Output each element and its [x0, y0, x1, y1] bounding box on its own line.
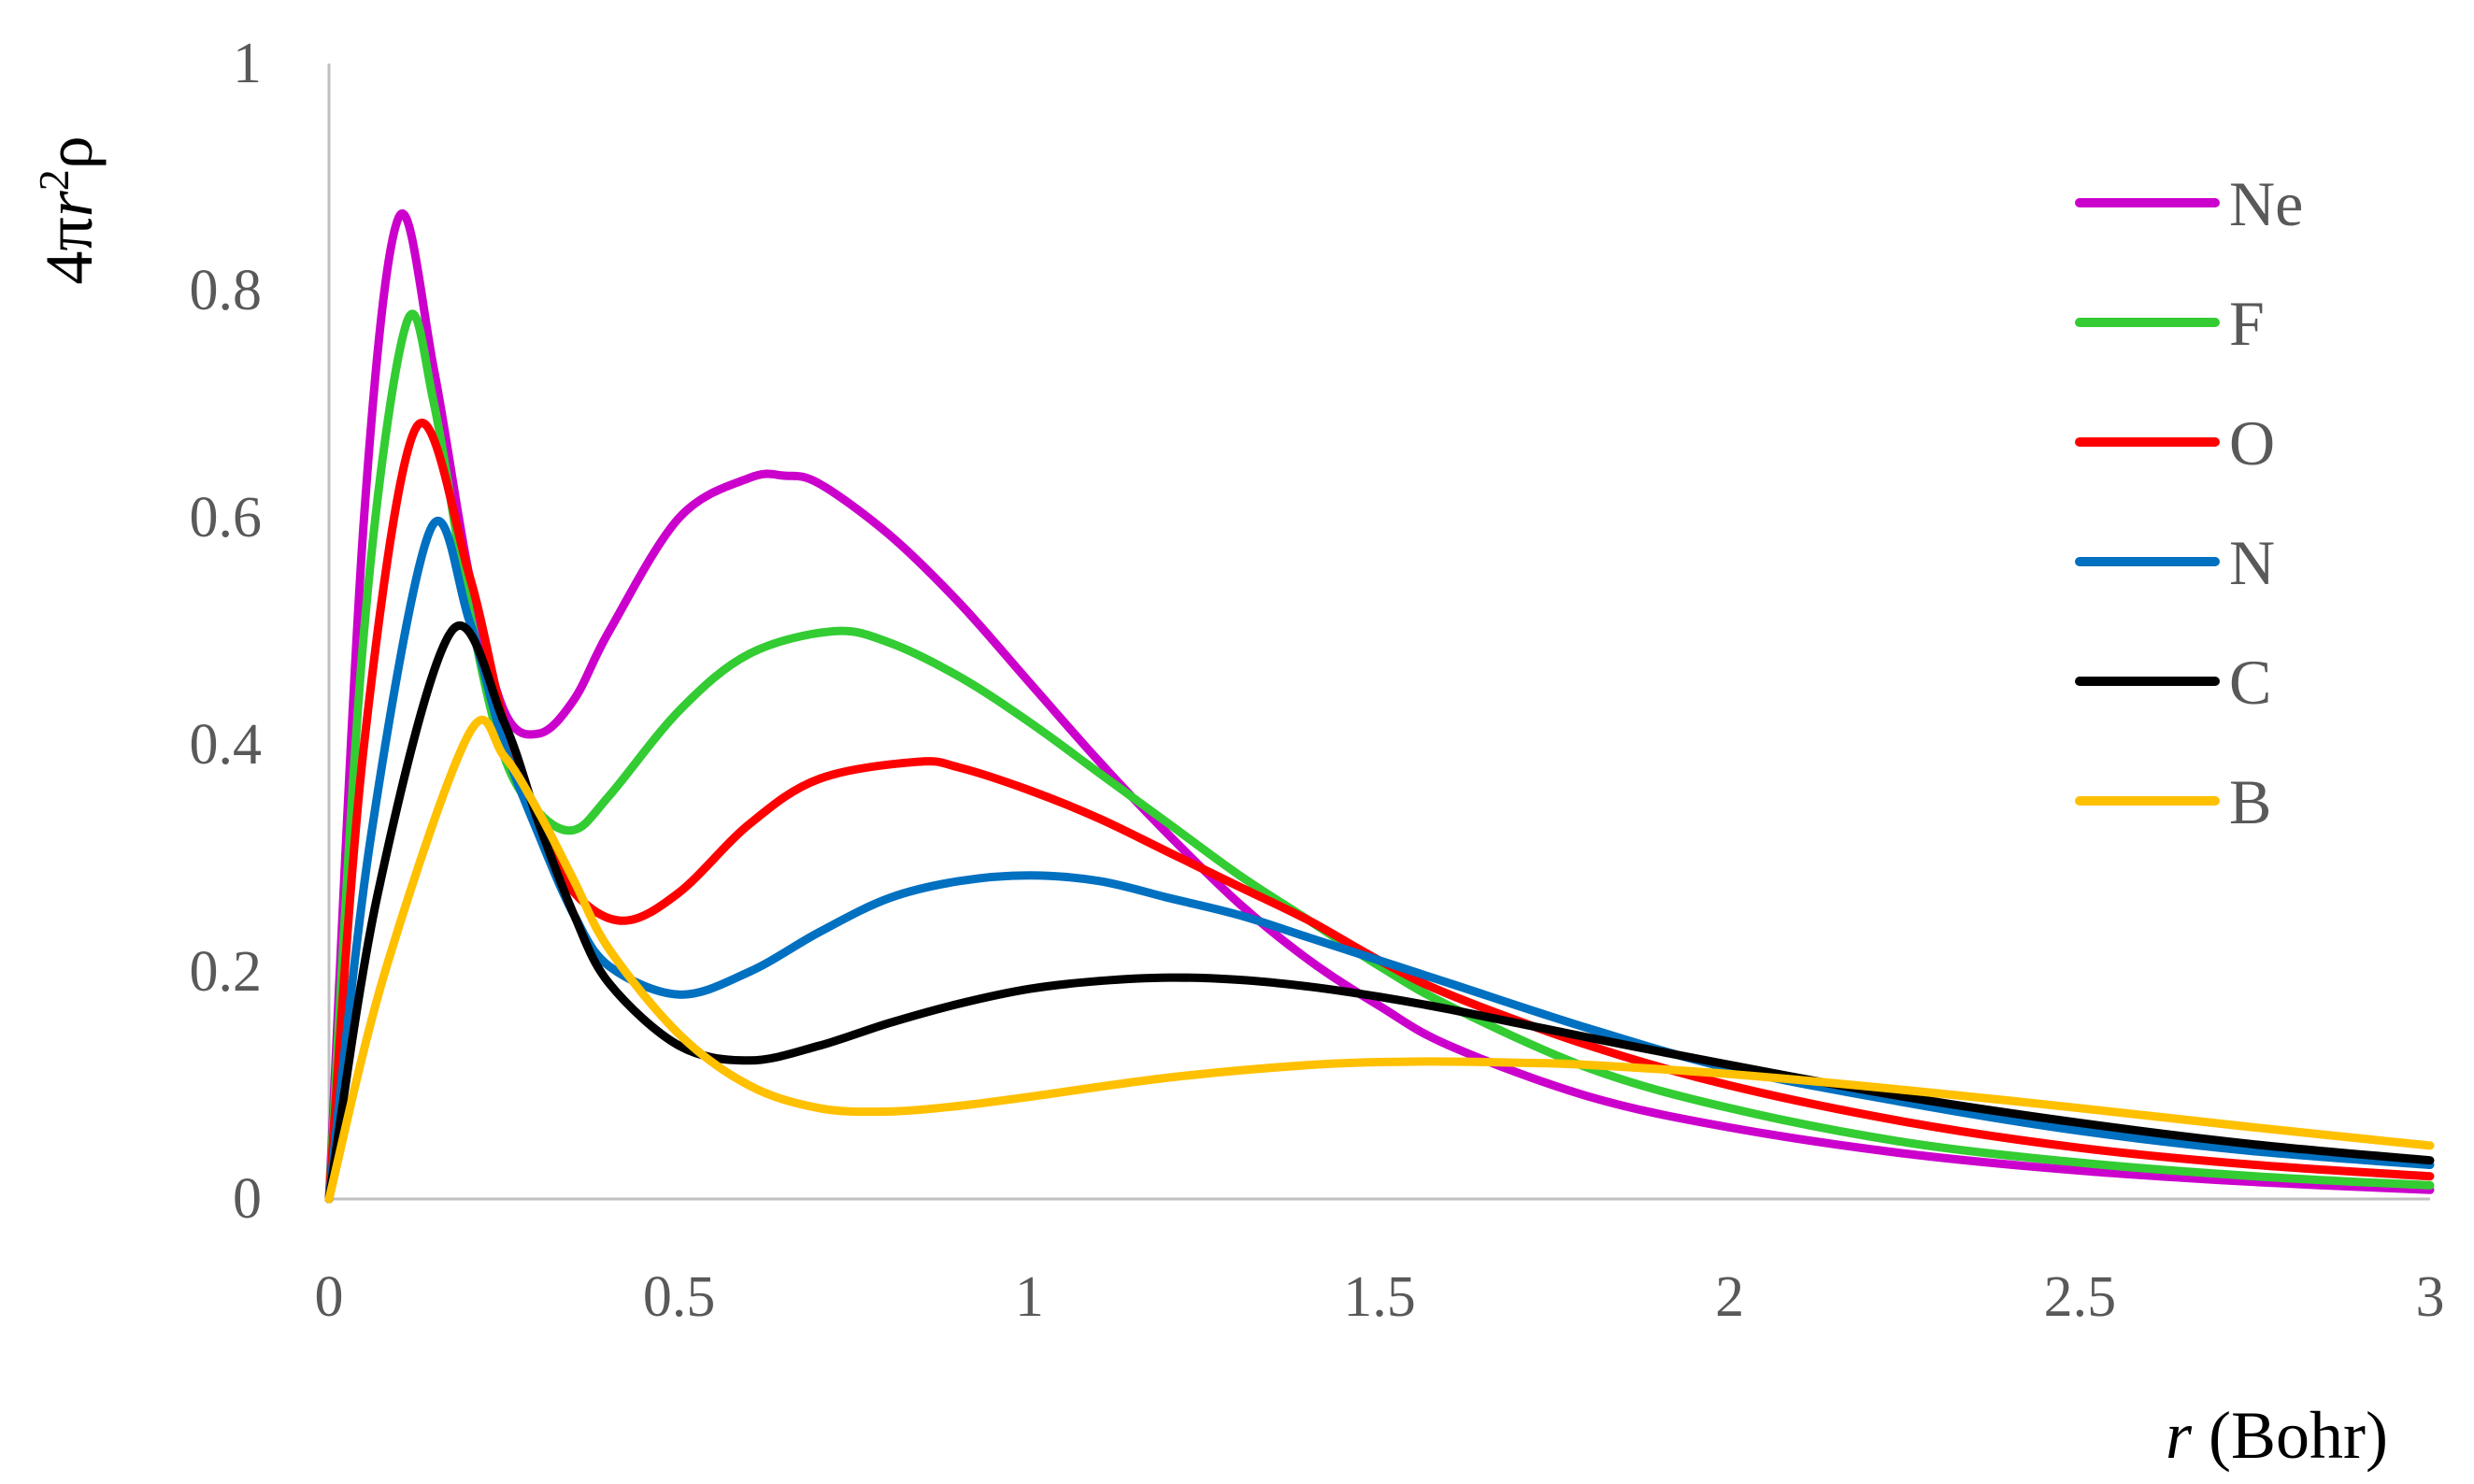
x-title-unit: (Bohr)	[2209, 1398, 2388, 1473]
series-layer	[324, 209, 2435, 1204]
legend-item-c: C	[2075, 647, 2271, 718]
axes: 0 0.5 1 1.5 2 2.5 3 0 0.2 0.4 0.6 0.8 1	[190, 32, 2445, 1329]
x-axis-title: r (Bohr)	[2166, 1398, 2388, 1473]
x-tick-label: 2.5	[2044, 1265, 2117, 1329]
x-tick-label: 1	[1015, 1265, 1044, 1329]
y-tick-label: 0.4	[190, 713, 263, 777]
legend-label: B	[2229, 766, 2271, 837]
x-tick-label: 0.5	[643, 1265, 716, 1329]
legend-item-ne: Ne	[2075, 168, 2303, 239]
y-tick-label: 0.8	[190, 259, 263, 322]
legend-label: O	[2229, 407, 2275, 478]
series-line-o	[324, 419, 2435, 1204]
legend-label: F	[2229, 288, 2265, 359]
legend-label: N	[2229, 527, 2275, 598]
y-title-suffix: ρ	[32, 136, 107, 169]
y-tick-label: 0.6	[190, 486, 263, 549]
series-line-f	[324, 309, 2435, 1204]
y-title-prefix: 4π	[32, 217, 107, 284]
legend-item-b: B	[2075, 766, 2271, 837]
y-tick-label: 1	[233, 32, 262, 95]
series-line-n	[324, 516, 2435, 1204]
y-tick-label: 0.2	[190, 940, 263, 1004]
y-tick-label: 0	[233, 1167, 262, 1231]
legend-label: Ne	[2229, 168, 2303, 239]
legend-item-o: O	[2075, 407, 2275, 478]
x-tick-label: 0	[315, 1265, 344, 1329]
legend-item-n: N	[2075, 527, 2275, 598]
legend-item-f: F	[2075, 288, 2265, 359]
y-axis-title: 4πr2ρ	[30, 136, 107, 284]
y-title-var: r	[32, 190, 107, 217]
x-tick-label: 3	[2416, 1265, 2445, 1329]
x-tick-label: 2	[1715, 1265, 1744, 1329]
y-title-sup: 2	[30, 169, 78, 191]
x-tick-label: 1.5	[1343, 1265, 1416, 1329]
x-title-space	[2192, 1398, 2209, 1473]
x-title-var: r	[2166, 1398, 2193, 1473]
legend-label: C	[2229, 647, 2271, 718]
series-line-b	[324, 715, 2435, 1204]
series-line-ne	[324, 209, 2435, 1204]
